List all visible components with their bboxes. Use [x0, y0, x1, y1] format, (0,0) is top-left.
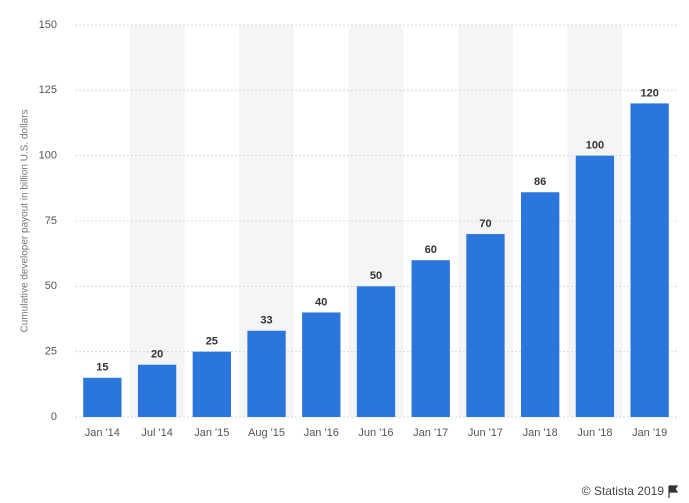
value-label: 120	[640, 87, 658, 99]
value-label: 60	[425, 244, 437, 256]
flag-icon	[668, 485, 679, 498]
x-tick-label: Jan '15	[194, 427, 229, 439]
bar	[83, 377, 122, 417]
y-tick-label: 25	[45, 346, 57, 358]
y-tick-label: 50	[45, 280, 57, 292]
bar	[411, 260, 450, 417]
x-tick-label: Jan '16	[304, 427, 339, 439]
bar	[247, 330, 286, 417]
bar	[192, 351, 231, 417]
credit: © Statista 2019	[582, 484, 665, 498]
value-label: 100	[586, 140, 604, 152]
x-tick-label: Aug '15	[248, 427, 285, 439]
x-tick-label: Jan '17	[413, 427, 448, 439]
y-axis-label: Cumulative developer payout in billion U…	[20, 110, 31, 333]
bar	[466, 234, 505, 417]
value-label: 40	[315, 296, 327, 308]
x-tick-label: Jan '14	[85, 427, 120, 439]
y-tick-label: 125	[39, 84, 57, 96]
bar	[575, 155, 615, 417]
value-label: 25	[206, 336, 218, 348]
bar	[137, 364, 177, 417]
x-tick-label: Jul '14	[141, 427, 172, 439]
value-label: 70	[479, 218, 491, 230]
y-tick-label: 150	[39, 19, 57, 31]
value-label: 20	[151, 349, 163, 361]
x-tick-label: Jan '19	[632, 427, 667, 439]
bar	[302, 312, 341, 417]
x-tick-label: Jan '18	[523, 427, 558, 439]
y-tick-label: 100	[39, 150, 57, 162]
x-tick-label: Jun '18	[577, 427, 612, 439]
x-tick-label: Jun '17	[468, 427, 503, 439]
bar	[630, 103, 669, 418]
y-tick-label: 75	[45, 215, 57, 227]
value-label: 33	[260, 315, 272, 327]
bar	[356, 286, 396, 417]
value-label: 86	[534, 176, 546, 188]
value-label: 50	[370, 270, 382, 282]
y-tick-label: 0	[51, 411, 57, 423]
x-tick-label: Jun '16	[358, 427, 393, 439]
value-label: 15	[96, 362, 108, 374]
bar	[521, 192, 560, 417]
